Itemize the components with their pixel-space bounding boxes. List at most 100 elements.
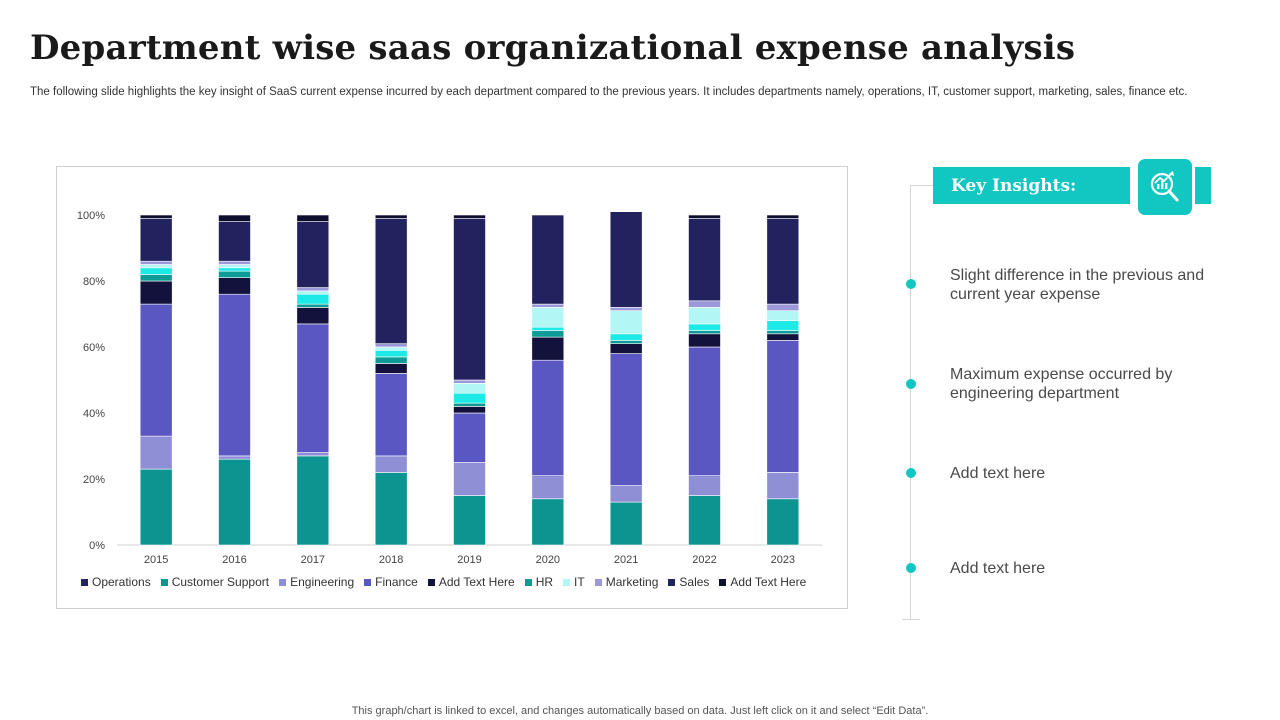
bar-segment: [531, 475, 565, 500]
bar-segment: [609, 307, 643, 311]
bar-segment: [296, 455, 330, 546]
legend-item: Customer Support: [160, 575, 270, 589]
bar-segment: [139, 468, 173, 546]
x-tick-label: 2016: [222, 554, 246, 566]
bar-segment: [218, 455, 251, 460]
bar-segment: [688, 495, 721, 546]
legend-swatch: [81, 578, 88, 586]
bar-segment: [218, 264, 251, 269]
legend-swatch: [719, 578, 727, 586]
bar-segment: [688, 307, 721, 325]
bar-segment: [766, 217, 800, 305]
bar-segment: [453, 402, 486, 407]
bar-segment: [374, 472, 408, 546]
bar-segment: [374, 217, 408, 345]
bar-segment: [609, 501, 643, 546]
bar-segment: [453, 383, 486, 394]
legend-swatch: [524, 578, 532, 586]
x-tick-label: 2020: [536, 554, 560, 566]
bar-segment: [374, 350, 408, 358]
x-tick-label: 2017: [301, 554, 325, 566]
bar-segment: [688, 323, 721, 331]
y-tick-label: 20%: [83, 474, 105, 486]
legend-label: Customer Support: [171, 575, 270, 589]
bar-segment: [296, 214, 330, 222]
bar-segment: [374, 343, 408, 348]
bar-segment: [453, 412, 486, 463]
legend-item: Operations: [81, 575, 151, 589]
y-tick-label: 100%: [77, 210, 105, 222]
bar-segment: [218, 293, 251, 457]
bar-segment: [688, 333, 721, 348]
bar-segment: [374, 373, 408, 457]
insight-item-4[interactable]: Add text here: [950, 560, 1046, 577]
page-title: Department wise saas organizational expe…: [30, 28, 1076, 68]
legend-item: Engineering: [279, 575, 354, 589]
legend-label: Add Text Here: [730, 575, 807, 589]
legend-item: HR: [524, 575, 553, 589]
bar-segment: [609, 211, 643, 308]
bar-segment: [296, 307, 330, 325]
bar-segment: [531, 330, 565, 338]
bar-segment: [609, 485, 643, 503]
bar-segment: [296, 303, 330, 308]
chart-footnote: This graph/chart is linked to excel, and…: [351, 705, 929, 717]
insight-item-2[interactable]: Maximum expense occurred by engineering …: [950, 366, 1173, 402]
bar-segment: [453, 495, 486, 546]
bar-segment: [218, 221, 251, 262]
insights-timeline-base: [902, 619, 920, 620]
y-tick-label: 0%: [89, 540, 105, 552]
bar-segment: [296, 290, 330, 295]
bar-segment: [531, 303, 565, 308]
bar-segment: [766, 320, 800, 331]
bar-segment: [218, 277, 251, 295]
bar-segment: [531, 359, 565, 476]
insights-timeline-cap: [910, 185, 934, 186]
bar-segment: [766, 330, 800, 335]
bar-segment: [374, 214, 408, 219]
bar-segment: [531, 307, 565, 328]
bar-segment: [139, 435, 173, 470]
legend-item: Sales: [668, 575, 709, 589]
legend-swatch: [594, 578, 602, 586]
bar-segment: [139, 217, 173, 262]
insight-bullet-1: [906, 279, 916, 289]
chart-container[interactable]: 0% 20% 40% 60% 80% 100% 2015 2016 2017 2018 2019 20…: [56, 166, 848, 609]
bar-segment: [374, 455, 408, 473]
legend-label: Finance: [375, 575, 418, 589]
bar-segment: [766, 310, 800, 321]
bar-segment: [296, 323, 330, 453]
bar-segment: [218, 214, 251, 222]
bar-segment: [688, 330, 721, 335]
bar-segment: [688, 214, 721, 219]
x-tick-label: 2019: [457, 554, 481, 566]
bar-segment: [218, 270, 251, 278]
bar-segment: [218, 267, 251, 272]
legend-label: Add Text Here: [438, 575, 515, 589]
legend-swatch: [160, 578, 168, 586]
legend-item: Add Text Here: [427, 575, 515, 589]
legend-swatch: [364, 578, 372, 586]
page-subtitle: The following slide highlights the key i…: [30, 86, 1188, 98]
insight-item-1[interactable]: Slight difference in the previous and cu…: [950, 267, 1205, 303]
bar-segment: [218, 458, 251, 546]
bar-segment: [296, 452, 330, 457]
x-tick-label: 2023: [771, 554, 795, 566]
bar-segment: [766, 340, 800, 473]
legend-label: IT: [574, 575, 585, 589]
bar-segment: [453, 214, 486, 219]
key-insights-header-tail: [1195, 167, 1211, 204]
bar-segment: [139, 214, 173, 219]
bar-segment: [531, 326, 565, 331]
bar-segment: [139, 303, 173, 437]
bar-segment: [296, 287, 330, 292]
bar-segment: [609, 333, 643, 341]
insight-item-3[interactable]: Add text here: [950, 465, 1046, 482]
bar-segment: [766, 498, 800, 546]
x-tick-label: 2015: [144, 554, 168, 566]
bar-segment: [766, 333, 800, 341]
bar-segment: [688, 300, 721, 308]
bar-segment: [609, 310, 643, 335]
legend-item: Marketing: [594, 575, 658, 589]
bar-segment: [531, 214, 565, 305]
